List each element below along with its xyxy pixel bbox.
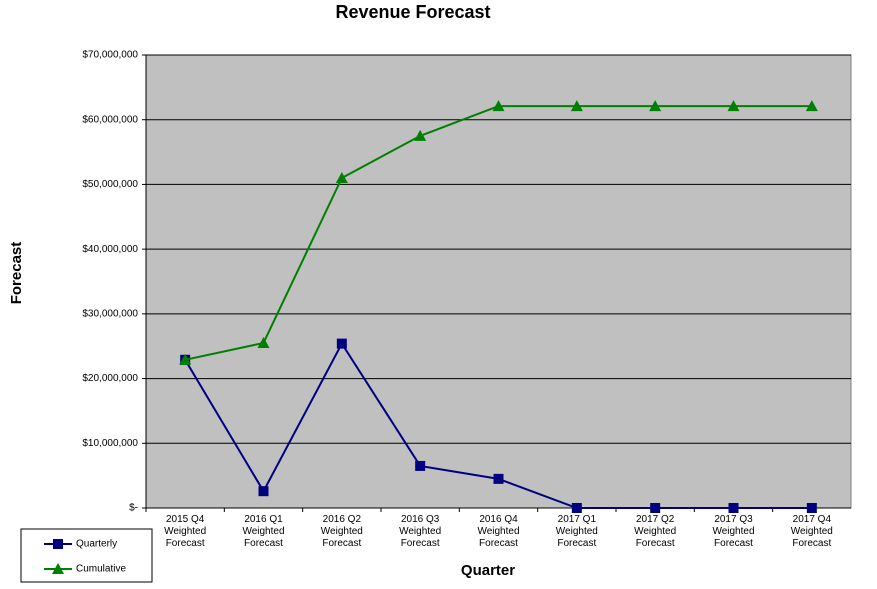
legend-label: Quarterly [76,539,117,550]
data-point [415,460,426,471]
y-axis-title: Forecast [8,242,25,305]
legend-label: Cumulative [76,564,126,575]
x-tick-label: 2017 Q1 Weighted Forecast [555,514,598,549]
data-point [335,171,348,183]
data-point [805,100,818,112]
y-tick-label: $30,000,000 [82,308,138,319]
y-tick-label: $60,000,000 [82,114,138,125]
y-tick-label: $- [129,503,138,514]
legend-marker [53,539,63,549]
data-point [493,473,504,484]
y-tick-label: $10,000,000 [82,438,138,449]
data-point [649,100,662,112]
data-point [728,503,739,513]
chart-title: Revenue Forecast [335,2,490,22]
legend-box [20,528,153,583]
x-tick-label: 2017 Q3 Weighted Forecast [712,514,755,549]
data-point [336,338,347,349]
x-tick-label: 2016 Q2 Weighted Forecast [320,514,363,549]
data-point [258,486,269,497]
data-point [414,129,427,141]
x-tick-label: 2016 Q3 Weighted Forecast [399,514,442,549]
x-tick-label: 2016 Q1 Weighted Forecast [242,514,285,549]
data-point [806,503,817,513]
data-point [179,353,192,365]
plot-area [145,54,852,509]
data-point [257,336,270,348]
y-tick-label: $40,000,000 [82,244,138,255]
data-point [570,100,583,112]
x-tick-label: 2015 Q4 Weighted Forecast [164,514,207,549]
x-tick-label: 2017 Q2 Weighted Forecast [634,514,677,549]
x-axis-title: Quarter [461,562,515,579]
data-point [571,503,582,513]
y-tick-label: $50,000,000 [82,179,138,190]
data-point [650,503,661,513]
y-tick-label: $70,000,000 [82,50,138,61]
legend-marker [52,563,64,574]
data-point [492,100,505,112]
legend: Quarterly Cumulative [20,528,153,583]
x-tick-label: 2017 Q4 Weighted Forecast [790,514,833,549]
y-tick-label: $20,000,000 [82,373,138,384]
data-point [727,100,740,112]
x-tick-label: 2016 Q4 Weighted Forecast [477,514,520,549]
